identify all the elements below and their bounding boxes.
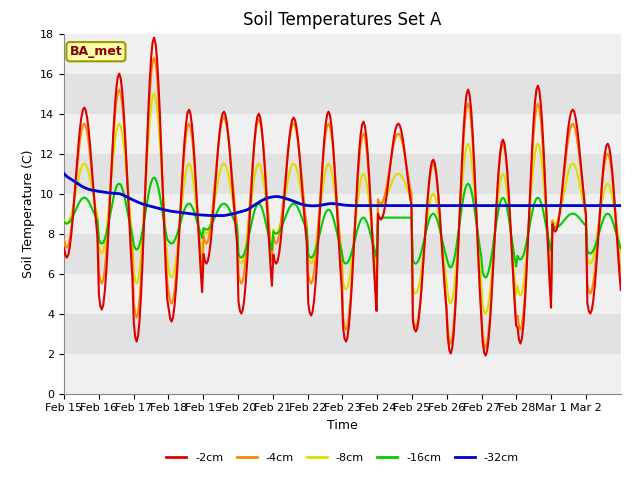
Bar bbox=[64, 154, 621, 193]
X-axis label: Time: Time bbox=[327, 419, 358, 432]
Bar bbox=[64, 193, 621, 234]
Bar bbox=[64, 114, 621, 154]
Bar bbox=[64, 34, 621, 73]
Y-axis label: Soil Temperature (C): Soil Temperature (C) bbox=[22, 149, 35, 278]
Bar bbox=[64, 354, 621, 394]
Bar bbox=[64, 73, 621, 114]
Title: Soil Temperatures Set A: Soil Temperatures Set A bbox=[243, 11, 442, 29]
Bar bbox=[64, 274, 621, 313]
Bar bbox=[64, 313, 621, 354]
Text: BA_met: BA_met bbox=[70, 45, 122, 58]
Bar bbox=[64, 234, 621, 274]
Legend: -2cm, -4cm, -8cm, -16cm, -32cm: -2cm, -4cm, -8cm, -16cm, -32cm bbox=[162, 448, 523, 467]
